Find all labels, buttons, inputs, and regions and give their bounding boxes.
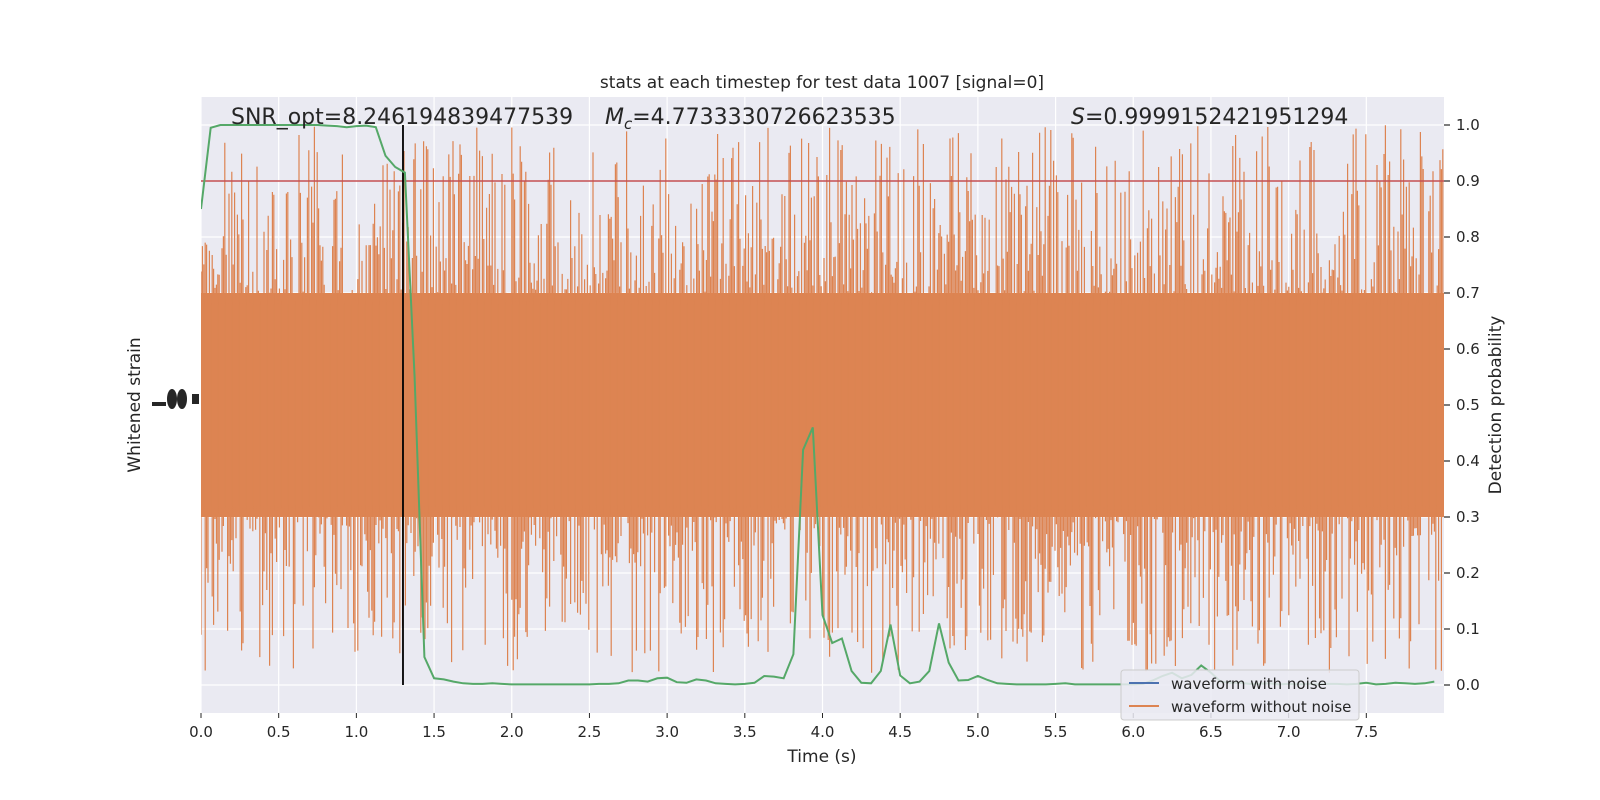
y-tick-label-4: 0.4 xyxy=(1456,452,1480,470)
x-tick-label-7: 3.5 xyxy=(733,723,757,741)
x-tick-label-13: 6.5 xyxy=(1199,723,1223,741)
y-tick-label-0: 0.0 xyxy=(1456,676,1480,694)
y-axis-ticks-right: 0.0 0.1 0.2 0.3 0.4 0.5 0.6 0.7 0.8 0.9 1.0 xyxy=(1444,116,1480,694)
legend-box xyxy=(1120,669,1360,721)
y-tick-label-9: 0.9 xyxy=(1456,172,1480,190)
y-tick-label-6: 0.6 xyxy=(1456,340,1480,358)
x-tick-label-11: 5.5 xyxy=(1044,723,1068,741)
chirp-mass-symbol: M xyxy=(605,105,624,130)
x-tick-label-5: 2.5 xyxy=(578,723,602,741)
y-tick-label-5: 0.5 xyxy=(1456,396,1480,414)
x-tick-label-4: 2.0 xyxy=(500,723,524,741)
y-tick-label-8: 0.8 xyxy=(1456,228,1480,246)
chirp-mass-subscript: c xyxy=(624,115,633,133)
s-symbol: S xyxy=(1071,105,1085,130)
snr-annotation: SNR_opt=8.246194839477539 xyxy=(231,105,573,130)
x-tick-label-2: 1.0 xyxy=(344,723,368,741)
chirp-mass-annotation: Mc=4.7733330726623535 xyxy=(605,105,896,133)
x-tick-label-12: 6.0 xyxy=(1121,723,1145,741)
x-tick-label-9: 4.5 xyxy=(888,723,912,741)
y-tick-label-1: 0.1 xyxy=(1456,620,1480,638)
collapsed-left-tick-labels xyxy=(152,389,199,409)
x-tick-label-0: 0.0 xyxy=(189,723,213,741)
s-annotation: S=0.9999152421951294 xyxy=(1071,105,1348,130)
x-axis-label: Time (s) xyxy=(786,747,856,767)
x-tick-label-15: 7.5 xyxy=(1354,723,1378,741)
s-value: =0.9999152421951294 xyxy=(1085,105,1348,130)
x-tick-label-8: 4.0 xyxy=(811,723,835,741)
x-axis-ticks: 0.0 0.5 1.0 1.5 2.0 2.5 3.0 3.5 4.0 4.5 5.0 5.5 6.0 6… xyxy=(189,713,1378,741)
legend-label-without-noise: waveform without noise xyxy=(1171,698,1351,716)
chart-title: stats at each timestep for test data 100… xyxy=(600,73,1044,93)
x-tick-label-3: 1.5 xyxy=(422,723,446,741)
y-axis-label-right: Detection probability xyxy=(1486,316,1506,495)
y-tick-label-2: 0.2 xyxy=(1456,564,1480,582)
y-tick-label-10: 1.0 xyxy=(1456,116,1480,134)
y-tick-label-7: 0.7 xyxy=(1456,284,1480,302)
x-tick-label-6: 3.0 xyxy=(655,723,679,741)
legend: waveform with noise waveform without noi… xyxy=(1120,669,1360,721)
y-tick-label-3: 0.3 xyxy=(1456,508,1480,526)
legend-label-with-noise: waveform with noise xyxy=(1171,675,1327,693)
waveform-without-noise-line xyxy=(201,125,1444,673)
chirp-mass-value: =4.7733330726623535 xyxy=(632,105,895,130)
x-tick-label-10: 5.0 xyxy=(966,723,990,741)
x-tick-label-14: 7.0 xyxy=(1277,723,1301,741)
x-tick-label-1: 0.5 xyxy=(267,723,291,741)
y-axis-label-left: Whitened strain xyxy=(125,337,145,472)
